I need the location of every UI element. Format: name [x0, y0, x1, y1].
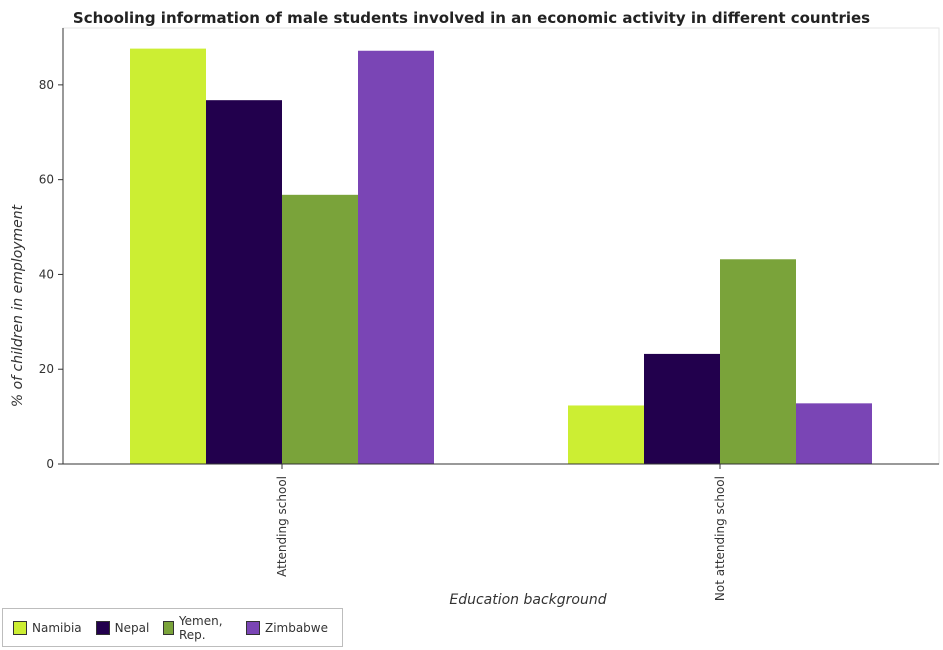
bar-nepal-1 [206, 100, 282, 465]
y-tick-label: 20 [39, 362, 54, 376]
bars-group [130, 48, 872, 465]
x-axis-label: Education background [449, 592, 606, 608]
bar-yemen-rep-2 [720, 259, 796, 464]
legend-item: Nepal [95, 620, 150, 635]
legend-swatch [245, 620, 260, 635]
legend-swatch [95, 620, 110, 635]
legend-item: Yemen, Rep. [163, 614, 232, 642]
legend-label: Yemen, Rep. [178, 613, 223, 642]
legend-item: Namibia [13, 620, 82, 635]
y-tick-label: 60 [39, 173, 54, 187]
bar-zimbabwe-2 [796, 403, 872, 464]
legend-swatch [13, 620, 27, 635]
legend-swatch [163, 620, 174, 635]
y-axis-label: % of children in employment [10, 204, 26, 407]
axes-group: 0 20 40 60 80 Attending school Not attending s… [39, 28, 939, 601]
bar-namibia-1 [130, 48, 206, 464]
bar-namibia-2 [568, 405, 644, 464]
chart-title: Schooling information of male students i… [72, 9, 871, 27]
legend-label: Namibia [32, 620, 82, 635]
x-tick-label: Attending school [275, 476, 289, 577]
y-tick-label: 40 [39, 267, 54, 281]
y-tick-label: 0 [46, 457, 54, 471]
bar-nepal-2 [644, 353, 720, 464]
legend: Namibia Nepal Yemen, Rep. Zimbabwe [2, 608, 343, 647]
x-tick-label: Not attending school [713, 476, 727, 601]
y-tick-label: 80 [39, 78, 54, 92]
bar-zimbabwe-1 [358, 50, 434, 464]
legend-item: Zimbabwe [245, 620, 328, 635]
bar-yemen-rep-1 [282, 194, 358, 465]
legend-label: Nepal [114, 620, 150, 635]
legend-label: Zimbabwe [264, 620, 328, 635]
